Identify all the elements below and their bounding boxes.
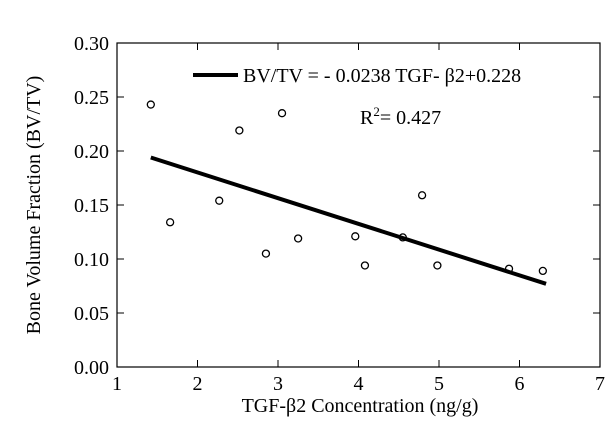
x-tick-label: 1 — [112, 373, 122, 395]
point — [433, 261, 442, 270]
x-axis-label: TGF-β2 Concentration (ng/g) — [242, 395, 479, 417]
point — [215, 196, 224, 205]
r-squared-rest: = 0.427 — [380, 107, 441, 129]
y-tick-label: 0.30 — [74, 33, 109, 55]
r-squared-sup: 2 — [373, 104, 380, 119]
point — [538, 266, 547, 276]
point — [293, 234, 303, 243]
y-axis-label: Bone Volume Fraction (BV/TV) — [23, 76, 45, 335]
x-tick-label: 6 — [515, 373, 525, 395]
point — [417, 191, 427, 200]
plot-frame — [116, 42, 601, 368]
point — [165, 218, 175, 227]
point — [261, 249, 271, 258]
point — [351, 232, 360, 241]
y-tick-label: 0.15 — [74, 195, 109, 217]
x-tick-label: 5 — [434, 373, 444, 395]
legend-label: BV/TV = - 0.0238 TGF- β2+0.228 — [243, 65, 521, 87]
x-tick-label: 7 — [595, 373, 605, 395]
r-squared: R2= 0.427 — [360, 104, 441, 129]
fit-line — [150, 155, 547, 286]
y-tick-label: 0.00 — [74, 357, 109, 379]
y-tick-label: 0.25 — [74, 87, 109, 109]
r-squared-base: R — [360, 107, 374, 129]
point — [360, 261, 370, 270]
x-tick-label: 3 — [273, 373, 283, 395]
point — [146, 100, 155, 109]
y-tick-label: 0.20 — [74, 141, 109, 163]
point — [235, 126, 244, 135]
x-tick-label: 4 — [354, 373, 364, 395]
point — [277, 109, 287, 118]
y-tick-label: 0.05 — [74, 303, 109, 325]
y-tick-label: 0.10 — [74, 249, 109, 271]
x-tick-label: 2 — [193, 373, 203, 395]
